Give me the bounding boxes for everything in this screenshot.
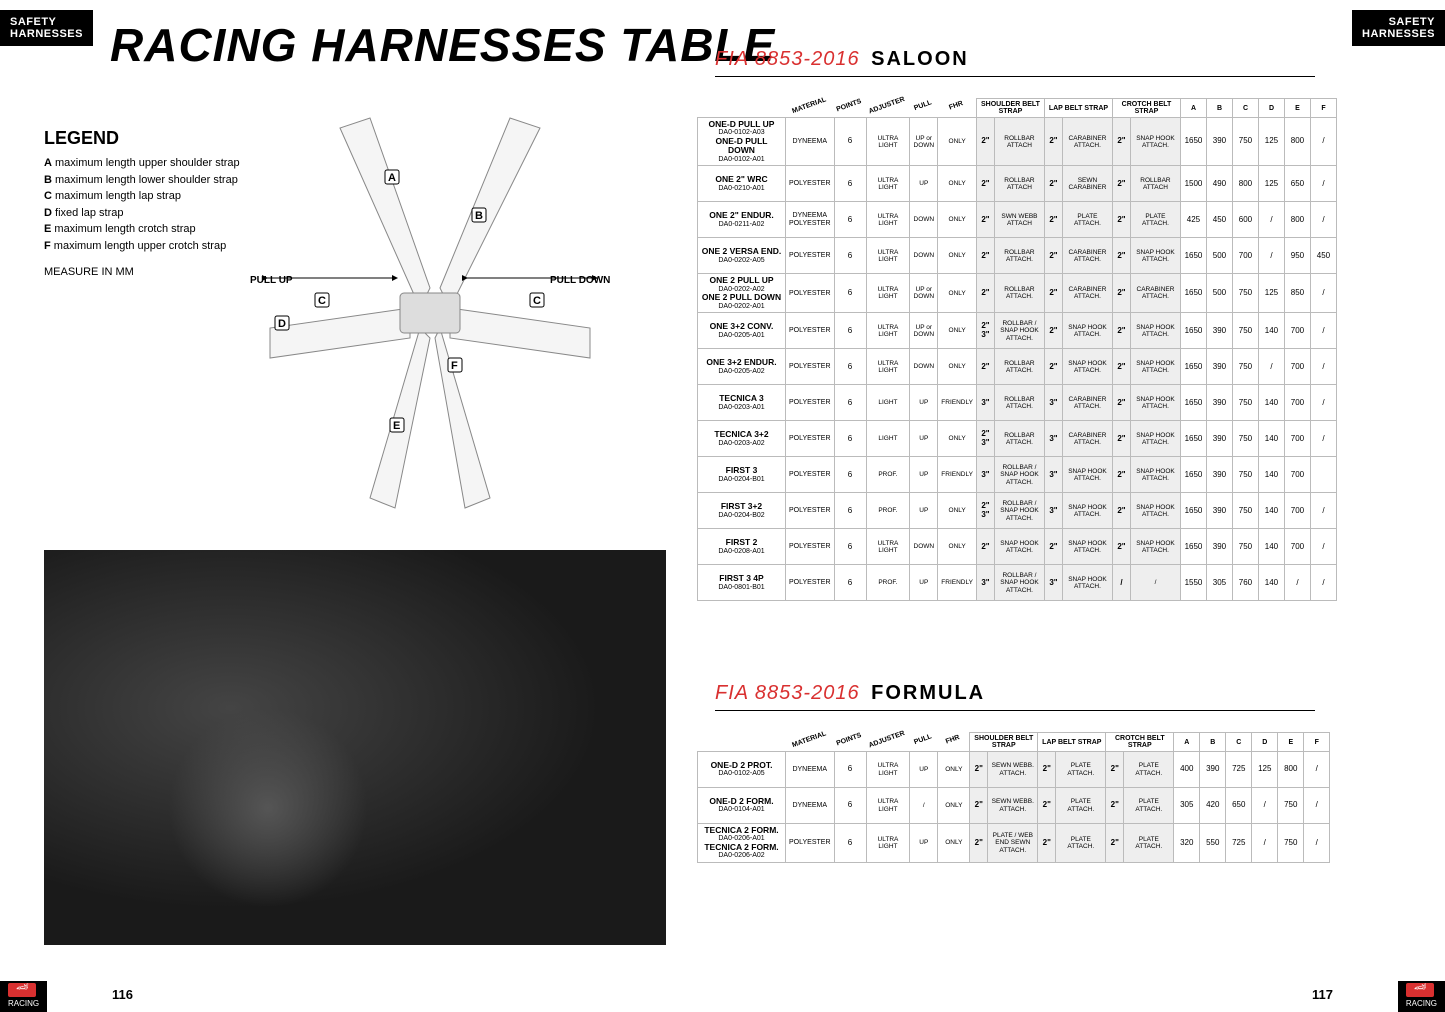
page-num-right: 117 bbox=[1312, 987, 1333, 1002]
svg-text:F: F bbox=[451, 360, 458, 372]
svg-text:E: E bbox=[393, 420, 400, 432]
table-row: FIRST 2DA0-0208-A01POLYESTER6ULTRA LIGHT… bbox=[698, 529, 1337, 565]
table-row: ONE 3+2 CONV.DA0-0205-A01POLYESTER6ULTRA… bbox=[698, 313, 1337, 349]
table-row: TECNICA 2 FORM.DA0-0206-A01TECNICA 2 FOR… bbox=[698, 824, 1330, 863]
harness-photo bbox=[44, 550, 666, 945]
table-row: ONE 2 VERSA END.DA0-0202-A05POLYESTER6UL… bbox=[698, 238, 1337, 274]
tab-line1: SAFETY bbox=[10, 16, 56, 28]
table-row: ONE 2" WRCDA0-0210-A01POLYESTER6ULTRA LI… bbox=[698, 166, 1337, 202]
footer-tab-left: RACING bbox=[0, 981, 47, 1012]
tab-line2-r: HARNESSES bbox=[1362, 28, 1435, 40]
svg-text:C: C bbox=[533, 295, 541, 307]
table-row: TECNICA 3DA0-0203-A01POLYESTER6LIGHTUPFR… bbox=[698, 385, 1337, 421]
table-row: ONE 2" ENDUR.DA0-0211-A02DYNEEMA POLYEST… bbox=[698, 202, 1337, 238]
section-saloon: FIA 8853-2016 SALOON bbox=[715, 48, 969, 71]
table-row: FIRST 3 4PDA0-0801-B01POLYESTER6PROF.UPF… bbox=[698, 565, 1337, 601]
svg-text:B: B bbox=[475, 210, 483, 222]
svg-text:C: C bbox=[318, 295, 326, 307]
cat-formula: FORMULA bbox=[871, 682, 985, 704]
saloon-table: MATERIALPOINTSADJUSTERPULLFHRSHOULDER BE… bbox=[697, 98, 1337, 601]
harness-diagram: PULL UP PULL DOWN A B C C D E F bbox=[220, 78, 640, 518]
racing-icon bbox=[8, 983, 36, 997]
tab-line1-r: SAFETY bbox=[1389, 16, 1435, 28]
cat-saloon: SALOON bbox=[871, 48, 969, 70]
table-row: ONE-D 2 FORM.DA0-0104-A01DYNEEMA6ULTRA L… bbox=[698, 788, 1330, 824]
footer-tab-right: RACING bbox=[1398, 981, 1445, 1012]
table-row: FIRST 3DA0-0204-B01POLYESTER6PROF.UPFRIE… bbox=[698, 457, 1337, 493]
svg-text:A: A bbox=[388, 172, 396, 184]
footer-racing-left: RACING bbox=[8, 999, 39, 1008]
page-num-left: 116 bbox=[112, 987, 133, 1002]
safety-tab-left: SAFETY HARNESSES bbox=[0, 10, 93, 46]
svg-text:PULL UP: PULL UP bbox=[250, 275, 293, 286]
section-formula: FIA 8853-2016 FORMULA bbox=[715, 682, 985, 705]
footer-racing-right: RACING bbox=[1406, 999, 1437, 1008]
table-row: ONE 2 PULL UPDA0-0202-A02ONE 2 PULL DOWN… bbox=[698, 274, 1337, 313]
table-row: ONE 3+2 ENDUR.DA0-0205-A02POLYESTER6ULTR… bbox=[698, 349, 1337, 385]
tab-line2: HARNESSES bbox=[10, 28, 83, 40]
fia-formula: FIA 8853-2016 bbox=[715, 682, 860, 704]
fia-saloon: FIA 8853-2016 bbox=[715, 48, 860, 70]
footer: RACING RACING 116 117 bbox=[0, 972, 1445, 1012]
table-row: FIRST 3+2DA0-0204-B02POLYESTER6PROF.UPON… bbox=[698, 493, 1337, 529]
formula-table: MATERIALPOINTSADJUSTERPULLFHRSHOULDER BE… bbox=[697, 732, 1330, 863]
page-title: RACING HARNESSES TABLE bbox=[110, 18, 775, 72]
safety-tab-right: SAFETY HARNESSES bbox=[1352, 10, 1445, 46]
table-row: TECNICA 3+2DA0-0203-A02POLYESTER6LIGHTUP… bbox=[698, 421, 1337, 457]
racing-icon-r bbox=[1406, 983, 1434, 997]
svg-text:PULL DOWN: PULL DOWN bbox=[550, 275, 610, 286]
svg-text:D: D bbox=[278, 318, 286, 330]
